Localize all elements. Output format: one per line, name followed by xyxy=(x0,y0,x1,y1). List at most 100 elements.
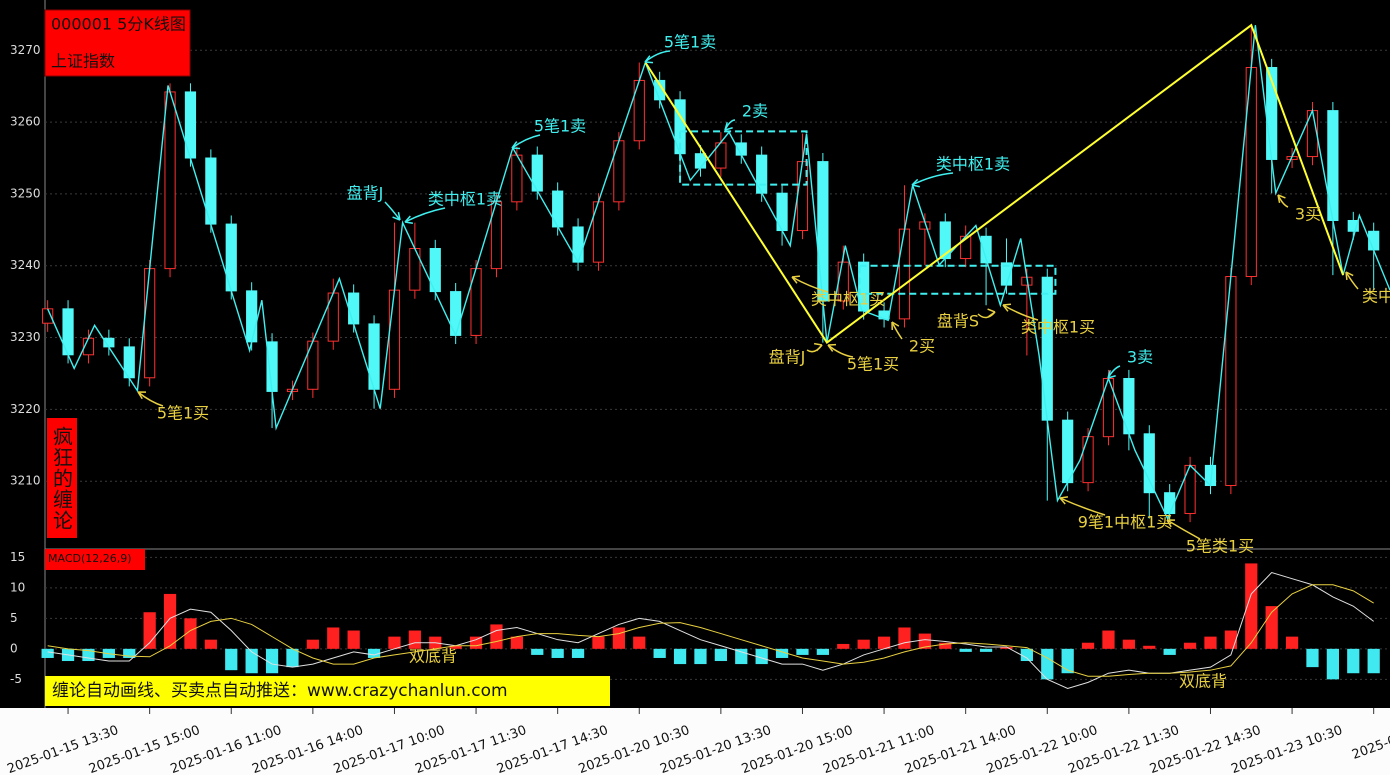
annotation: 9笔1中枢1买 xyxy=(1078,513,1173,532)
macd-bar xyxy=(449,645,462,649)
candle-body xyxy=(144,268,156,379)
macd-bar xyxy=(265,648,279,674)
annotation-arrowhead xyxy=(1002,303,1012,312)
macd-bar xyxy=(510,636,523,649)
macd-bar xyxy=(1224,630,1237,649)
macd-bar xyxy=(204,639,217,649)
macd-bar xyxy=(1102,630,1115,649)
annotation-arrow xyxy=(977,311,996,319)
annotation-arrow xyxy=(1345,271,1359,290)
candle-body xyxy=(1041,276,1053,421)
candle-body xyxy=(1164,492,1176,515)
annotation-arrowhead xyxy=(1345,271,1354,281)
chart-title: 000001 5分K线图 xyxy=(51,15,186,34)
side-label: 疯狂的缠论 xyxy=(47,418,77,538)
y-tick-label: 5 xyxy=(10,611,18,625)
macd-bar xyxy=(225,648,238,671)
macd-bar xyxy=(816,648,829,655)
macd-bar xyxy=(123,648,136,658)
macd-bar xyxy=(367,648,381,658)
macd-label-box xyxy=(45,549,145,570)
macd-bar xyxy=(1306,648,1319,668)
macd-bar xyxy=(633,636,646,649)
annotation-arrowhead xyxy=(911,178,920,188)
annotation-arrow xyxy=(791,276,829,293)
annotation: 双底背 xyxy=(409,647,457,666)
macd-bar xyxy=(551,648,564,658)
macd-bar xyxy=(1000,646,1013,649)
annotation: 2买 xyxy=(909,337,935,356)
macd-bar xyxy=(837,643,850,649)
annotation-arrowhead xyxy=(392,212,401,221)
annotation-arrow xyxy=(137,391,164,407)
y-tick-label: -5 xyxy=(10,672,22,686)
macd-bar xyxy=(41,648,54,658)
macd-bar xyxy=(1183,642,1197,649)
macd-bar xyxy=(184,618,197,649)
candle-body xyxy=(348,292,360,325)
macd-bar xyxy=(939,642,952,649)
candle-body xyxy=(1062,419,1074,484)
macd-bar xyxy=(1326,648,1339,680)
macd-bar xyxy=(979,648,993,652)
macd-bar xyxy=(1204,636,1217,649)
candle-body xyxy=(1082,436,1094,484)
candle-body xyxy=(694,153,707,169)
plot-layer: 3210 3220 3230 3240 3250 3260 3270 5笔1卖 2卖 5笔1卖类中… xyxy=(5,23,1390,775)
macd-bar xyxy=(531,648,544,655)
macd-bar xyxy=(1285,636,1299,649)
macd-bar xyxy=(959,648,972,652)
annotation-arrow xyxy=(911,172,954,186)
annotation-arrowhead xyxy=(511,141,521,150)
annotation-arrowhead xyxy=(644,55,654,64)
macd-bar xyxy=(775,648,789,658)
stroke-line xyxy=(644,23,1345,345)
macd-bar xyxy=(347,630,360,649)
annotation: 盘背J xyxy=(347,184,384,203)
annotation: 2卖 xyxy=(742,102,768,121)
annotation-arrow xyxy=(1166,519,1201,540)
candle-body xyxy=(817,161,829,302)
chart-subtitle: 上证指数 xyxy=(51,52,115,71)
y-tick-label: 3260 xyxy=(10,115,41,129)
annotation: 5笔1卖 xyxy=(664,33,716,52)
macd-bar xyxy=(714,648,727,662)
banner-text: 缠论自动画线、买卖点自动推送：www.crazychanlun.com xyxy=(52,681,508,701)
macd-bar xyxy=(918,633,931,649)
macd-bar xyxy=(571,648,585,658)
annotation-arrowhead xyxy=(827,343,837,352)
macd-bar xyxy=(877,636,891,649)
annotation: 类中枢1卖 xyxy=(936,155,1010,174)
banner-box xyxy=(45,676,610,706)
annotation: 5笔1买 xyxy=(157,404,209,423)
macd-bar xyxy=(1245,563,1258,649)
annotation-arrowhead xyxy=(987,308,996,318)
candle-body xyxy=(1347,219,1359,232)
y-tick-label: 3230 xyxy=(10,330,41,344)
annotation-arrowhead xyxy=(1059,496,1069,505)
annotation: 5笔类1买 xyxy=(1186,537,1254,556)
macd-bar xyxy=(592,636,605,649)
annotation: 盘背J xyxy=(769,348,806,367)
macd-bar xyxy=(1122,639,1135,649)
annotation-arrowhead xyxy=(1277,194,1286,203)
macd-bar xyxy=(245,648,258,674)
macd-bar xyxy=(857,639,870,649)
macd-bar xyxy=(286,648,299,668)
annotation-arrow xyxy=(404,207,446,223)
pivot-box xyxy=(679,130,808,186)
annotation-arrow xyxy=(891,321,903,340)
y-tick-label: 15 xyxy=(10,550,25,564)
candle-body xyxy=(388,289,401,390)
y-tick-label: 3210 xyxy=(10,474,41,488)
annotation: 5笔1卖 xyxy=(534,117,586,136)
annotation: 类中枢1卖 xyxy=(428,190,502,209)
macd-bar xyxy=(653,648,666,658)
y-tick-label: 3240 xyxy=(10,258,41,272)
macd-title: MACD(12,26,9) xyxy=(48,552,132,565)
annotation: 双底背 xyxy=(1179,672,1227,691)
macd-bar xyxy=(898,627,911,649)
annotation-arrowhead xyxy=(724,122,733,131)
